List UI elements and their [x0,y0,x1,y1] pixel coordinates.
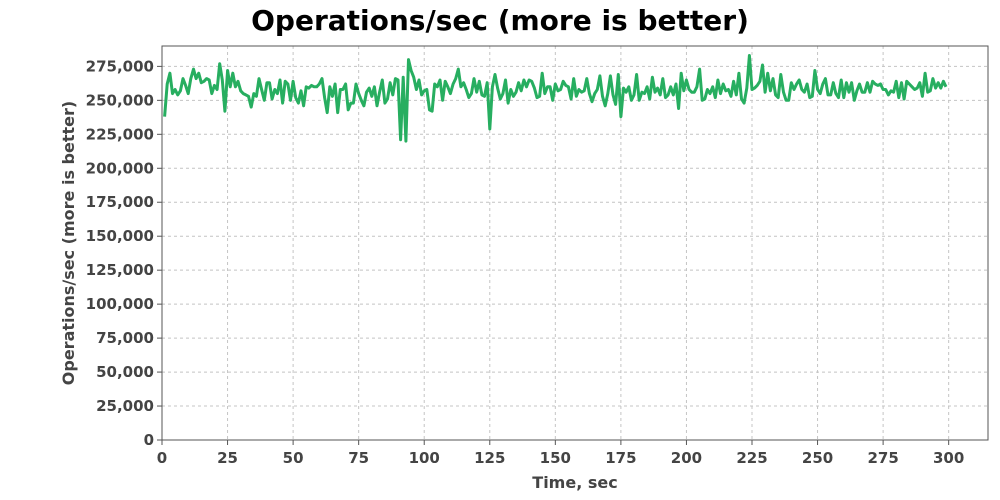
series [163,54,948,143]
y-tick-label: 25,000 [96,397,154,415]
y-tick-label: 50,000 [96,363,154,381]
plot-area [162,46,988,440]
y-axis-ticks: 0 25,000 50,000 75,000 100,000 125,000 150,000… [86,57,162,449]
x-tick-label: 0 [157,449,167,467]
x-tick-label: 300 [933,449,964,467]
x-tick-label: 25 [217,449,238,467]
x-tick-label: 225 [736,449,767,467]
x-axis-ticks: 0 25 50 75 100 125 150 175 200 225 250 275 300 [157,440,964,467]
y-tick-label: 200,000 [86,159,154,177]
x-tick-label: 200 [671,449,702,467]
series-line [163,54,948,143]
y-tick-label: 275,000 [86,57,154,75]
x-tick-label: 175 [605,449,636,467]
y-tick-label: 75,000 [96,329,154,347]
x-tick-label: 50 [283,449,304,467]
y-tick-label: 225,000 [86,125,154,143]
chart-title: Operations/sec (more is better) [251,4,749,37]
y-tick-label: 125,000 [86,261,154,279]
x-tick-label: 100 [409,449,440,467]
x-tick-label: 275 [867,449,898,467]
x-tick-label: 150 [540,449,571,467]
x-tick-label: 125 [474,449,505,467]
y-axis-label: Operations/sec (more is better) [59,101,78,385]
y-tick-label: 0 [144,431,154,449]
y-tick-label: 150,000 [86,227,154,245]
y-tick-label: 100,000 [86,295,154,313]
y-tick-label: 175,000 [86,193,154,211]
x-tick-label: 75 [348,449,369,467]
plot-frame [161,45,989,441]
y-tick-label: 250,000 [86,91,154,109]
x-axis-label: Time, sec [532,473,617,492]
x-tick-label: 250 [802,449,833,467]
